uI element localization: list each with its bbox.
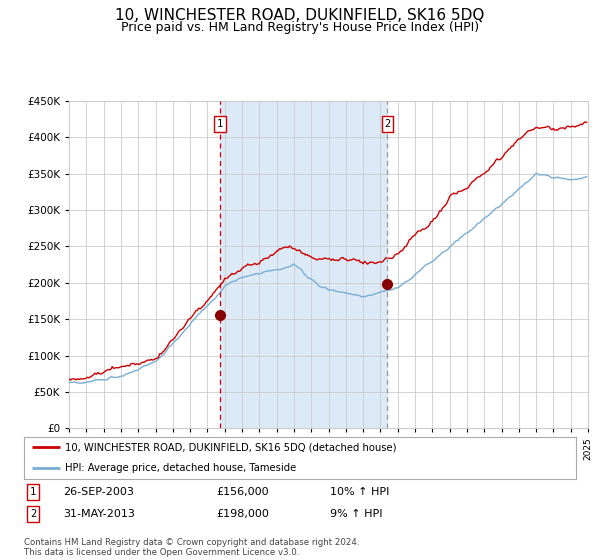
Text: 1: 1 [217,119,223,129]
Text: 1: 1 [30,487,36,497]
Text: Price paid vs. HM Land Registry's House Price Index (HPI): Price paid vs. HM Land Registry's House … [121,21,479,34]
Text: £156,000: £156,000 [216,487,269,497]
Text: 31-MAY-2013: 31-MAY-2013 [63,509,135,519]
Bar [220,101,388,428]
Text: Contains HM Land Registry data © Crown copyright and database right 2024.
This d: Contains HM Land Registry data © Crown c… [24,538,359,557]
Text: £198,000: £198,000 [216,509,269,519]
Text: 10% ↑ HPI: 10% ↑ HPI [330,487,389,497]
Text: 10, WINCHESTER ROAD, DUKINFIELD, SK16 5DQ: 10, WINCHESTER ROAD, DUKINFIELD, SK16 5D… [115,8,485,24]
Text: 9% ↑ HPI: 9% ↑ HPI [330,509,383,519]
Text: 2: 2 [30,509,36,519]
Text: 10, WINCHESTER ROAD, DUKINFIELD, SK16 5DQ (detached house): 10, WINCHESTER ROAD, DUKINFIELD, SK16 5D… [65,442,397,452]
Text: HPI: Average price, detached house, Tameside: HPI: Average price, detached house, Tame… [65,463,296,473]
Text: 2: 2 [385,119,391,129]
Text: 26-SEP-2003: 26-SEP-2003 [63,487,134,497]
